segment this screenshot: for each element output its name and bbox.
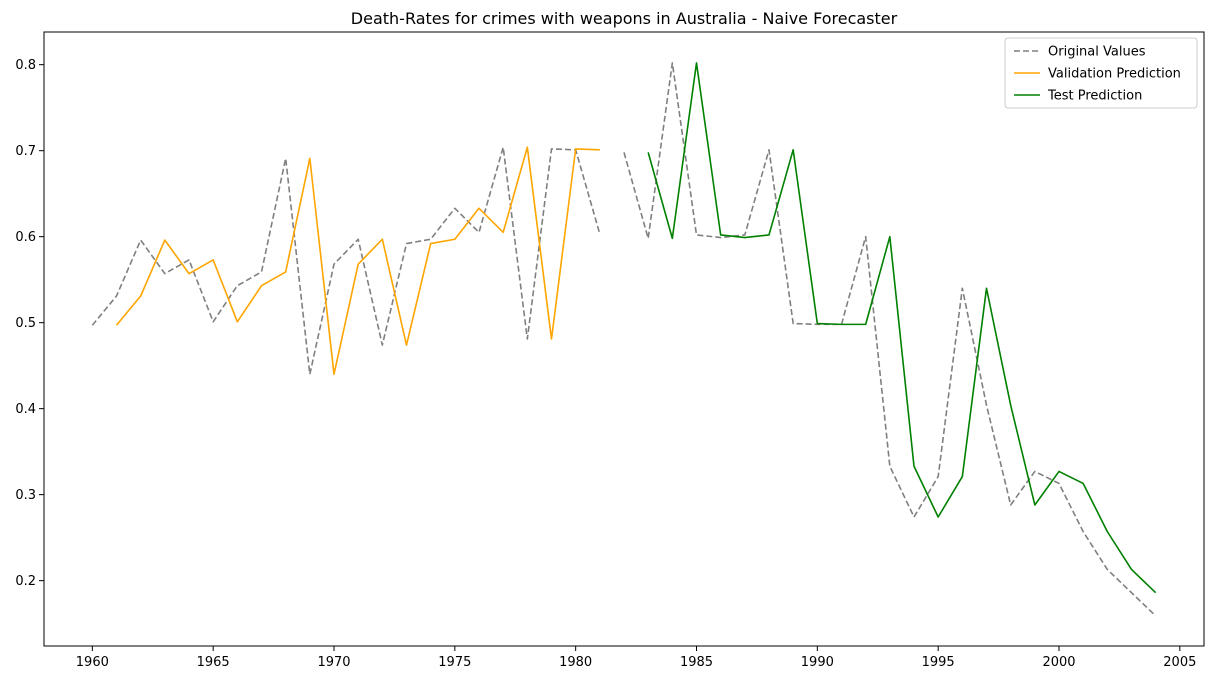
x-tick-label: 1980 (559, 655, 592, 670)
x-tick-label: 1990 (801, 655, 834, 670)
x-axis: 1960 1965 1970 1975 1980 1985 1990 1995 2000 2005 (76, 646, 1196, 670)
x-tick-label: 1965 (197, 655, 230, 670)
plot-series (91, 62, 1157, 617)
series-line-original-values (91, 62, 1157, 617)
x-tick-label: 1995 (922, 655, 955, 670)
x-tick-label: 1985 (680, 655, 713, 670)
x-tick-label: 1970 (317, 655, 350, 670)
x-tick-label: 2000 (1042, 655, 1075, 670)
x-tick-label: 1975 (438, 655, 471, 670)
y-tick-label: 0.4 (15, 402, 36, 417)
plot-frame (43, 31, 1205, 647)
y-axis: 0.2 0.3 0.4 0.5 0.6 0.7 0.8 (15, 58, 44, 589)
legend-label: Original Values (1048, 45, 1146, 60)
chart-title: Death-Rates for crimes with weapons in A… (351, 9, 898, 28)
y-tick-label: 0.2 (15, 574, 36, 589)
legend-box (1004, 37, 1198, 109)
x-tick-label: 1960 (76, 655, 109, 670)
y-tick-label: 0.5 (15, 316, 36, 331)
series-line-validation-prediction (115, 146, 600, 376)
series-line-test-prediction (647, 62, 1157, 594)
legend-label: Test Prediction (1047, 89, 1142, 104)
legend-label: Validation Prediction (1048, 67, 1181, 82)
y-tick-label: 0.7 (15, 144, 36, 159)
y-tick-label: 0.6 (15, 230, 36, 245)
legend: Original Values Validation Prediction Test… (1004, 37, 1198, 109)
x-tick-label: 2005 (1163, 655, 1196, 670)
y-tick-label: 0.8 (15, 58, 36, 73)
y-tick-label: 0.3 (15, 488, 36, 503)
